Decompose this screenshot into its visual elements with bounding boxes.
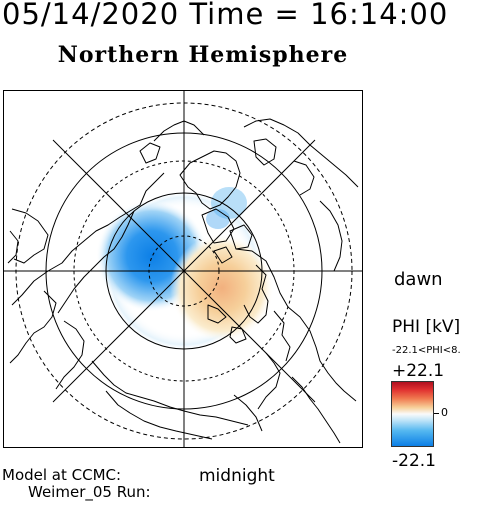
colorbar-min-label: -22.1 xyxy=(392,451,436,471)
phi-range: -22.1<PHI<8. xyxy=(392,345,461,356)
dawn-label: dawn xyxy=(394,269,443,290)
colorbar-zero-label: 0 xyxy=(441,406,448,419)
run-label: Weimer_05 Run: xyxy=(28,483,151,501)
phi-title: PHI [kV] xyxy=(392,317,461,337)
hemisphere-title: Northern Hemisphere xyxy=(57,42,349,68)
time-title: 05/14/2020 Time = 16:14:00 xyxy=(2,0,449,31)
meridian-lines xyxy=(4,91,362,447)
colorbar-max-label: +22.1 xyxy=(392,361,445,381)
potential-pattern xyxy=(96,187,274,351)
colorbar xyxy=(391,381,434,447)
model-label: Model at CCMC: xyxy=(2,466,122,484)
coastlines xyxy=(7,118,359,444)
midnight-label: midnight xyxy=(199,466,275,486)
colorbar-zero-tick xyxy=(434,413,439,414)
polar-map xyxy=(3,90,363,448)
